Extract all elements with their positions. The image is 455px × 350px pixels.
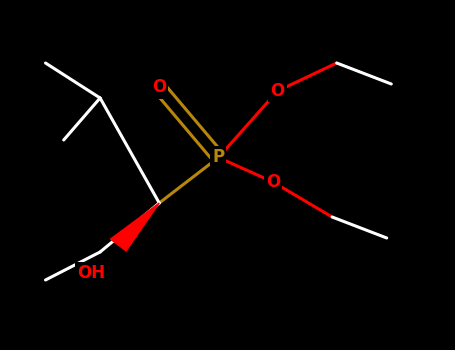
Text: O: O xyxy=(152,78,167,97)
Text: O: O xyxy=(270,82,285,100)
Text: P: P xyxy=(212,148,224,167)
Text: OH: OH xyxy=(77,264,105,282)
Polygon shape xyxy=(111,203,159,251)
Text: O: O xyxy=(266,173,280,191)
